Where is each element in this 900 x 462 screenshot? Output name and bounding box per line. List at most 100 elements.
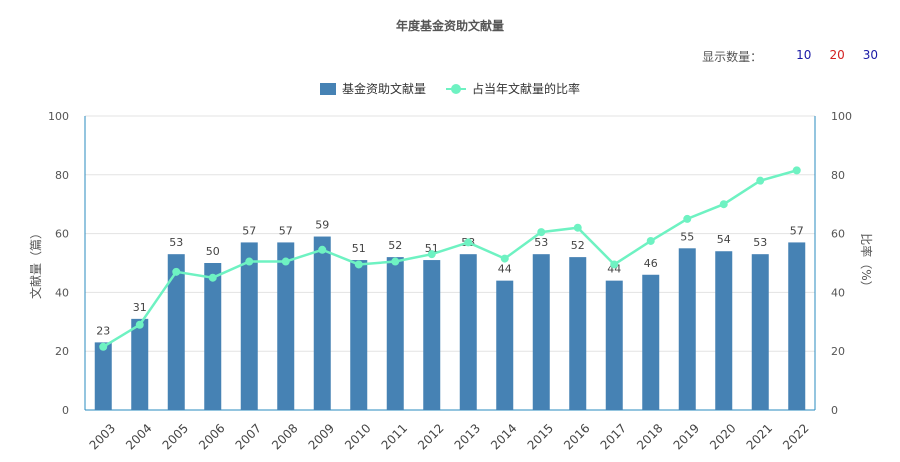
bar[interactable]	[277, 242, 295, 410]
bar[interactable]	[240, 242, 258, 410]
x-tick-label: 2014	[488, 421, 519, 452]
ratio-point[interactable]	[792, 166, 801, 175]
ratio-series-line	[102, 169, 798, 348]
ratio-point[interactable]	[500, 254, 509, 263]
y-tick-label: 40	[55, 286, 69, 299]
x-tick-label: 2009	[306, 421, 337, 452]
y2-tick-label: 60	[831, 228, 845, 241]
x-tick-label: 2008	[269, 421, 300, 452]
display-count-label: 显示数量：	[702, 50, 763, 64]
bar[interactable]	[678, 248, 696, 410]
y2-tick-label: 100	[831, 110, 852, 123]
bar[interactable]	[204, 263, 222, 410]
y2-tick-label: 0	[831, 404, 838, 417]
legend-item-bar-series[interactable]: 基金资助文献量	[319, 80, 426, 97]
bar[interactable]	[386, 257, 404, 410]
bar[interactable]	[496, 280, 514, 410]
bar[interactable]	[532, 254, 550, 410]
bar-data-label: 54	[717, 233, 731, 246]
y2-tick-label: 20	[831, 345, 845, 358]
x-tick-label: 2019	[671, 421, 702, 452]
bar[interactable]	[788, 242, 806, 410]
display-count-selector: 显示数量： 10 20 30	[702, 48, 878, 65]
ratio-point[interactable]	[427, 250, 436, 259]
bar-data-label: 53	[169, 236, 183, 249]
display-count-option-10[interactable]: 10	[796, 48, 812, 62]
x-tick-label: 2015	[525, 421, 556, 452]
x-tick-label: 2004	[123, 421, 154, 452]
y-tick-label: 20	[55, 345, 69, 358]
bar-data-label: 50	[206, 245, 220, 258]
x-tick-label: 2018	[634, 421, 665, 452]
legend-item-line-series[interactable]: 占当年文献量的比率	[446, 80, 580, 97]
ratio-point[interactable]	[683, 214, 692, 223]
ratio-point[interactable]	[354, 260, 363, 269]
x-tick-label: 2007	[233, 421, 264, 452]
bar-data-label: 57	[242, 224, 256, 237]
bar-data-label: 55	[680, 230, 694, 243]
ratio-point[interactable]	[537, 228, 546, 237]
ratio-point[interactable]	[135, 320, 144, 329]
bar-data-label: 57	[279, 224, 293, 237]
ratio-point[interactable]	[610, 260, 619, 269]
x-tick-label: 2003	[87, 421, 118, 452]
bar[interactable]	[350, 260, 368, 410]
bar-data-label: 57	[790, 224, 804, 237]
y-tick-label: 100	[48, 110, 69, 123]
y2-tick-label: 40	[831, 286, 845, 299]
bar[interactable]	[715, 251, 733, 410]
bar[interactable]	[313, 236, 331, 410]
bar-data-label: 53	[753, 236, 767, 249]
chart-legend: 基金资助文献量 占当年文献量的比率	[0, 80, 900, 97]
bar[interactable]	[131, 318, 149, 410]
ratio-point[interactable]	[208, 273, 217, 282]
ratio-point[interactable]	[756, 176, 765, 185]
bar[interactable]	[94, 342, 112, 410]
y2-axis-title: 比率（%）	[859, 233, 874, 292]
display-count-option-30[interactable]: 30	[862, 48, 878, 62]
x-tick-label: 2022	[780, 421, 811, 452]
bar-data-label: 51	[352, 242, 366, 255]
bar-data-label: 52	[571, 239, 585, 252]
bar-data-label: 46	[644, 257, 658, 270]
ratio-point[interactable]	[318, 245, 327, 254]
bar[interactable]	[569, 257, 587, 410]
display-count-option-20[interactable]: 20	[829, 48, 845, 62]
ratio-point[interactable]	[464, 238, 473, 247]
y-tick-label: 80	[55, 169, 69, 182]
legend-bar-label: 基金资助文献量	[341, 82, 426, 96]
ratio-point[interactable]	[245, 257, 254, 266]
legend-line-label: 占当年文献量的比率	[472, 82, 581, 96]
bar[interactable]	[642, 274, 660, 410]
y-axis-title: 文献量（篇）	[28, 227, 43, 299]
x-tick-label: 2021	[744, 421, 775, 452]
ratio-point[interactable]	[719, 200, 728, 209]
bar[interactable]	[751, 254, 769, 410]
ratio-point[interactable]	[281, 257, 290, 266]
legend-line-swatch	[446, 83, 466, 95]
bar-data-label: 52	[388, 239, 402, 252]
ratio-point[interactable]	[646, 236, 655, 245]
x-tick-label: 2005	[160, 421, 191, 452]
x-tick-label: 2006	[196, 421, 227, 452]
x-tick-label: 2010	[342, 421, 373, 452]
ratio-point[interactable]	[99, 342, 108, 351]
bar-data-label: 53	[534, 236, 548, 249]
bar[interactable]	[423, 260, 441, 410]
bar[interactable]	[167, 254, 185, 410]
bar-data-label: 31	[133, 301, 147, 314]
ratio-point[interactable]	[573, 223, 582, 232]
bar[interactable]	[605, 280, 623, 410]
x-tick-label: 2011	[379, 421, 410, 452]
x-tick-label: 2012	[415, 421, 446, 452]
legend-bar-swatch	[319, 82, 336, 95]
ratio-point[interactable]	[391, 257, 400, 266]
chart-title: 年度基金资助文献量	[395, 19, 504, 33]
y2-tick-label: 80	[831, 169, 845, 182]
x-tick-label: 2020	[707, 421, 738, 452]
bar-data-label: 44	[498, 263, 512, 276]
x-tick-label: 2017	[598, 421, 629, 452]
bar[interactable]	[459, 254, 477, 410]
ratio-point[interactable]	[172, 267, 181, 276]
